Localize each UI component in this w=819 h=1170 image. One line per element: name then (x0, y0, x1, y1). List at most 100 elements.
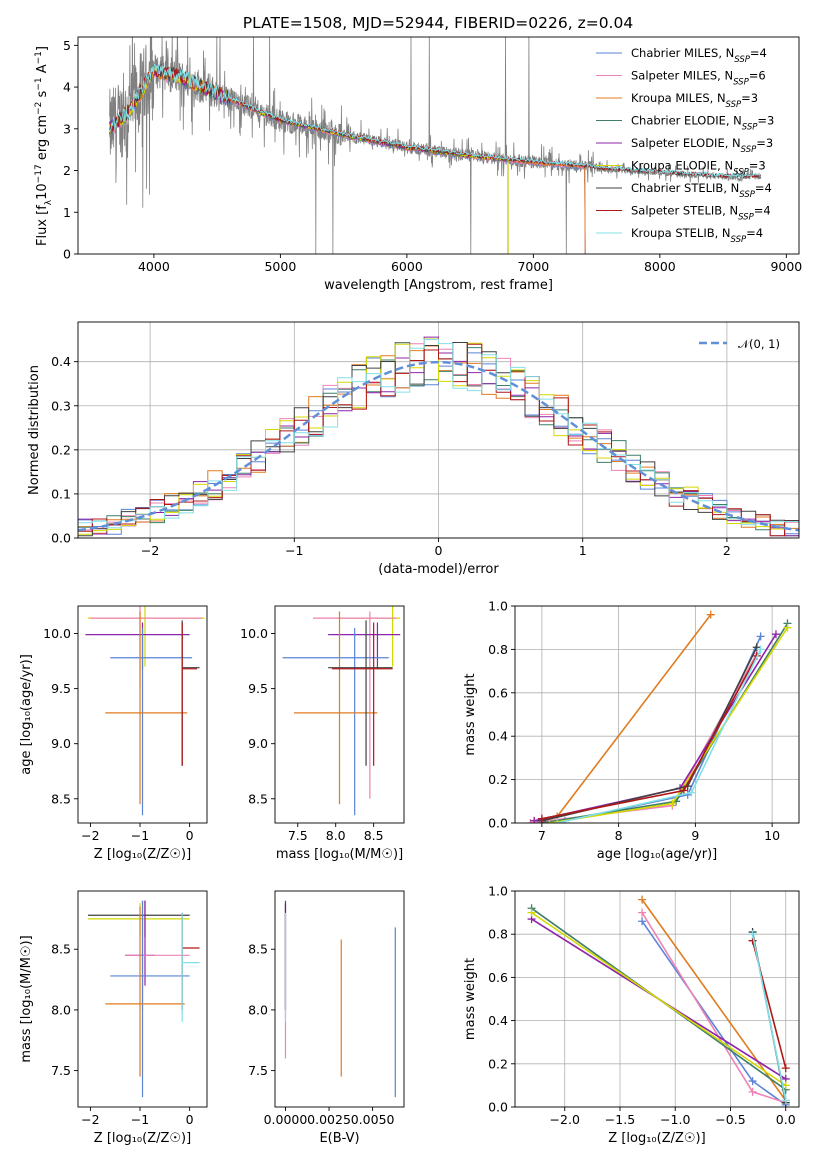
histogram-step (78, 343, 799, 537)
x-tick-label: −2 (81, 1112, 99, 1127)
y-axis-label-part: −1 (34, 77, 44, 90)
legend-entry-name: Salpeter MILES, N (631, 69, 733, 83)
weight-marker (771, 630, 780, 639)
x-tick-label: 9 (691, 828, 699, 843)
x-axis-label: mass [log₁₀(M/M☉)] (276, 847, 403, 862)
y-tick-label: 8.5 (51, 791, 71, 806)
y-tick-label: 0.8 (488, 642, 508, 657)
legend-entry-value: =4 (754, 204, 771, 218)
y-tick-label: 9.0 (248, 736, 268, 751)
weight-marker (756, 632, 765, 641)
weight-marker (638, 895, 647, 904)
y-axis-label: age [log₁₀(age/yr)] (19, 654, 34, 775)
spectrum-panel-plot-area (109, 37, 762, 254)
y-tick-label: 4 (63, 80, 71, 95)
spectrum-panel-frame (77, 36, 800, 255)
x-tick-label: −2 (81, 828, 99, 843)
legend-entry-sub: SSP (742, 123, 758, 133)
weight-marker (527, 908, 536, 917)
mass-vs-extinction-panel-frame (274, 890, 405, 1108)
weight-vs-age-panel: 7 8 9 10 0.0 0.2 0.4 0.6 0.8 1.0 age [log₁₀(age/yr… (463, 599, 800, 862)
legend-entry-name: Kroupa ELODIE, N (631, 159, 733, 173)
weight-vs-age-panel-plot-area (526, 610, 792, 823)
legend-entry-value: =4 (750, 46, 767, 60)
legend-entry-value: =3 (756, 136, 773, 150)
y-tick-label: 0.8 (488, 927, 508, 942)
x-axis-label: Z [log₁₀(Z/Z☉)] (608, 1131, 705, 1146)
age-vs-metallicity-panel-frame (77, 605, 208, 824)
y-tick-label: 0.4 (488, 729, 508, 744)
y-tick-label: 0.2 (488, 772, 508, 787)
y-tick-label: 1.0 (488, 599, 508, 614)
legend-entry-sub: SSP (731, 235, 747, 245)
weight-line (541, 622, 789, 823)
y-axis-label-part: −1 (34, 51, 44, 64)
mass-vs-extinction-panel: 0.0000 0.0025 0.0050 7.5 8.0 8.5 E(B-V) (248, 890, 405, 1146)
model-fit-line (109, 63, 761, 179)
x-tick-label: 9000 (770, 259, 802, 274)
y-tick-label: 0.4 (51, 354, 71, 369)
y-tick-label: 0.2 (51, 442, 71, 457)
x-tick-label: 0 (186, 828, 194, 843)
y-tick-label: 0.4 (488, 1013, 508, 1028)
weight-vs-metallicity-panel: −2.0 −1.5 −1.0 −0.5 0.0 0.0 0.2 0.4 0.6 0.8 1.0 Z [… (463, 884, 800, 1146)
x-tick-label: 7 (538, 828, 546, 843)
x-tick-label: 1 (579, 543, 587, 558)
x-tick-label: −1 (285, 543, 303, 558)
y-tick-label: 0.6 (488, 970, 508, 985)
weight-marker (687, 788, 696, 797)
x-tick-label: −2.0 (550, 1112, 580, 1127)
mass-vs-metallicity-panel-plot-area (87, 900, 200, 1098)
x-tick-label: −2 (141, 543, 159, 558)
y-tick-label: 10.0 (240, 626, 268, 641)
x-tick-label: 7.5 (288, 828, 308, 843)
weight-line (641, 899, 787, 1101)
weight-line (751, 934, 787, 1101)
y-axis-label-part: −17 (34, 164, 44, 183)
legend-entry-sub: SSP (733, 168, 749, 178)
age-vs-metallicity-panel-plot-area (85, 606, 205, 816)
age-vs-mass-panel: 7.5 8.0 8.5 8.5 9.0 9.5 10.0 mass [log₁₀(M/M☉)] (240, 605, 405, 862)
x-axis-label: wavelength [Angstrom, rest frame] (324, 278, 553, 293)
model-fit-line (109, 63, 509, 254)
y-tick-label: 3 (63, 121, 71, 136)
legend-entry-sub: SSP (733, 78, 749, 88)
y-tick-label: 8.5 (248, 942, 268, 957)
x-axis-label: E(B-V) (319, 1131, 359, 1146)
weight-marker (781, 1064, 790, 1073)
weight-vs-metallicity-panel-plot-area (527, 895, 790, 1107)
mass-vs-metallicity-panel-frame (77, 890, 208, 1108)
y-axis-label-part: A (35, 64, 50, 77)
y-tick-label: 9.5 (248, 681, 268, 696)
x-tick-label: 5000 (264, 259, 296, 274)
x-axis-label: Z [log₁₀(Z/Z☉)] (94, 1131, 191, 1146)
age-vs-metallicity-panel: −2 −1 0 8.5 9.0 9.5 10.0 Z [log₁₀(Z/Z☉)] age [lo… (19, 605, 208, 862)
y-tick-label: 1 (63, 205, 71, 220)
legend-entry: Chabrier STELIB, NSSP=4 (631, 181, 772, 200)
legend-entry-name: Chabrier MILES, N (631, 46, 734, 60)
legend-entry: Kroupa ELODIE, NSSP=3 (631, 159, 766, 178)
histogram-step (78, 338, 799, 529)
legend-entry-name: Salpeter ELODIE, N (631, 136, 741, 150)
legend-entry-value: =3 (757, 114, 774, 128)
x-tick-label: 4000 (138, 259, 170, 274)
y-tick-label: 9.5 (51, 681, 71, 696)
legend-entry-value: =3 (741, 91, 758, 105)
x-tick-label: 0.0000 (264, 1112, 308, 1127)
y-axis-label-part: Flux [f (35, 205, 50, 246)
x-tick-label: −0.5 (715, 1112, 745, 1127)
y-tick-label: 0.1 (51, 486, 71, 501)
legend-entry-sub: SSP (734, 55, 750, 65)
model-fit-line (109, 65, 509, 254)
y-tick-label: 5 (63, 38, 71, 53)
y-tick-label: 10.0 (43, 626, 71, 641)
y-axis-label: mass weight (463, 958, 478, 1040)
legend-entry: Chabrier ELODIE, NSSP=3 (631, 114, 774, 133)
spectrum-panel: 4000 5000 6000 7000 8000 9000 0 1 2 3 4 5 wavelength… (34, 36, 802, 293)
weight-marker (783, 623, 792, 632)
weight-marker (748, 930, 757, 939)
x-tick-label: 8.5 (364, 828, 384, 843)
y-axis-label-part: λ (44, 199, 54, 205)
y-tick-label: 8.5 (248, 791, 268, 806)
